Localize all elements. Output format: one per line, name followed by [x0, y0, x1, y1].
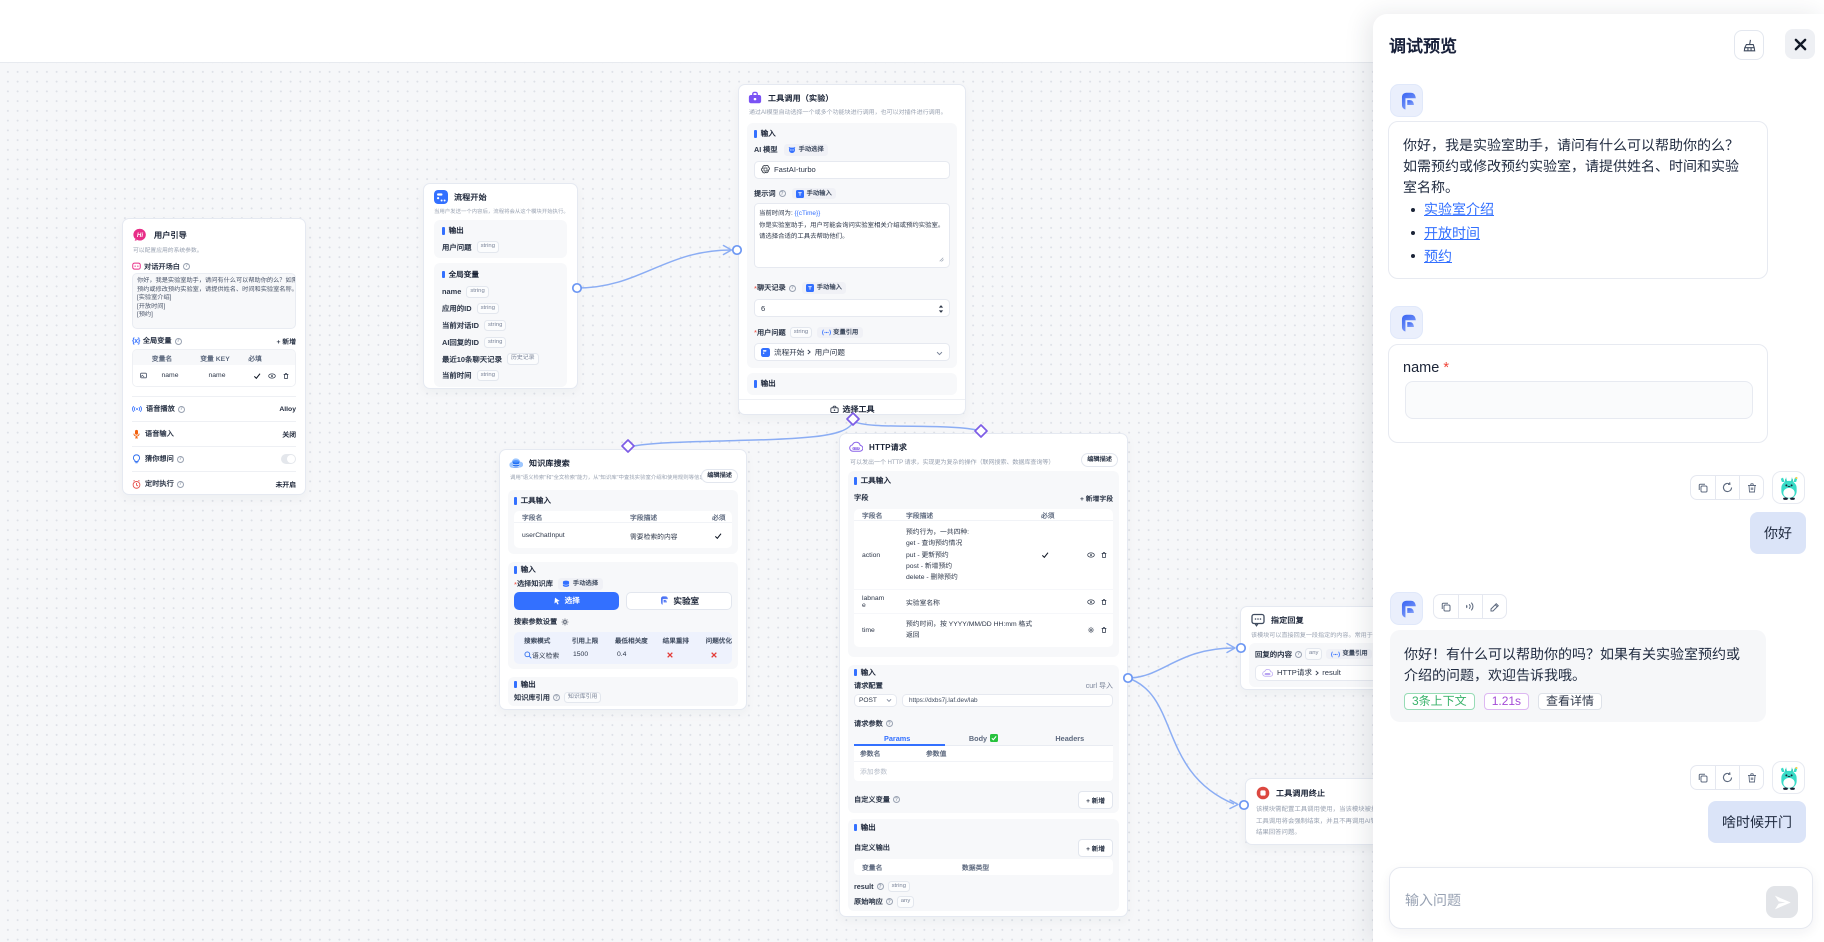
svg-text:Hi: Hi	[137, 232, 143, 239]
svg-text:HTTP: HTTP	[853, 448, 860, 450]
